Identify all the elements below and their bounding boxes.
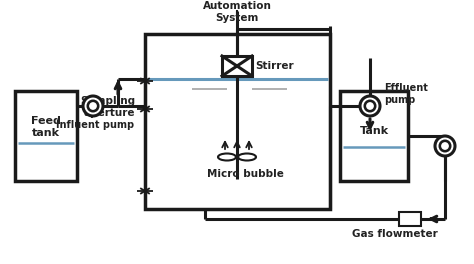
Bar [145,34,330,209]
Ellipse shape [238,153,256,161]
Text: Tank: Tank [359,126,389,136]
Circle shape [360,96,380,116]
Bar [146,79,329,208]
Text: Micro bubble: Micro bubble [207,169,283,179]
Text: Effluent
pump: Effluent pump [384,83,428,105]
Bar [15,91,77,181]
Text: Gas flowmeter: Gas flowmeter [352,229,438,239]
Text: Influent pump: Influent pump [56,120,134,130]
Bar [399,212,421,226]
Bar [340,91,408,181]
Text: Stirrer: Stirrer [255,61,293,71]
Circle shape [440,141,450,151]
Text: Feed
tank: Feed tank [31,116,61,138]
Ellipse shape [218,153,236,161]
Circle shape [88,101,98,111]
Bar [222,56,252,76]
Text: Automation
System: Automation System [202,1,272,23]
Bar [341,147,407,180]
Circle shape [83,96,103,116]
Bar [16,143,76,180]
Text: Sampling
aperture: Sampling aperture [80,96,135,118]
Circle shape [365,101,375,111]
Circle shape [435,136,455,156]
